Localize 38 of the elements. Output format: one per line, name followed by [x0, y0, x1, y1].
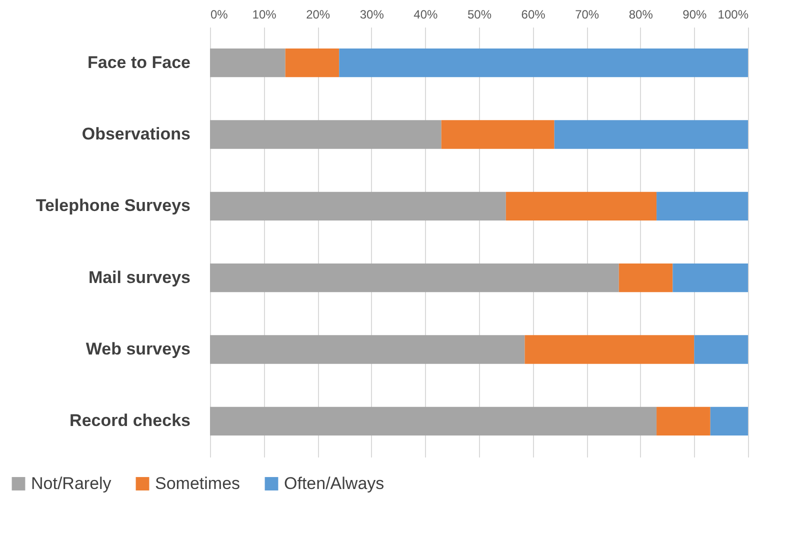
y-tick-label: Web surveys: [86, 340, 190, 358]
x-tick-label: 70%: [575, 8, 600, 22]
y-tick-label: Face to Face: [88, 52, 190, 72]
bar: [210, 192, 506, 220]
bar: [656, 192, 748, 220]
legend-label: Not/Rarely: [31, 474, 112, 493]
bar: [210, 406, 657, 436]
x-tick-label: 60%: [521, 8, 546, 22]
y-tick-label: Telephone Surveys: [36, 196, 190, 216]
x-tick-label: 90%: [682, 8, 708, 22]
bar: [210, 264, 619, 292]
x-tick-label: 30%: [360, 8, 384, 22]
bar: [656, 406, 710, 436]
bar: [210, 335, 525, 364]
bar: [506, 192, 657, 220]
legend-label: Sometimes: [155, 474, 240, 493]
y-tick-label: Record checks: [70, 411, 190, 430]
bar: [694, 335, 748, 364]
x-tick-label: 40%: [414, 8, 438, 22]
x-tick-label: 50%: [467, 8, 492, 22]
bar: [441, 120, 554, 149]
bar: [524, 335, 694, 364]
bar: [618, 264, 673, 292]
y-tick-label: Mail surveys: [88, 268, 190, 287]
x-tick-label: 10%: [252, 8, 277, 22]
x-tick-label: 0%: [210, 8, 228, 22]
y-tick-label: Observations: [82, 124, 190, 144]
x-tick-label: 80%: [628, 8, 654, 22]
bar: [210, 120, 442, 149]
x-tick-label: 20%: [306, 8, 330, 22]
bar: [554, 120, 748, 149]
legend-label: Often/Always: [284, 474, 384, 493]
bar: [285, 48, 340, 78]
x-tick-label: 100%: [718, 8, 749, 22]
bar: [710, 406, 748, 436]
bar: [672, 264, 748, 292]
bar: [339, 48, 748, 78]
bar: [210, 48, 286, 78]
